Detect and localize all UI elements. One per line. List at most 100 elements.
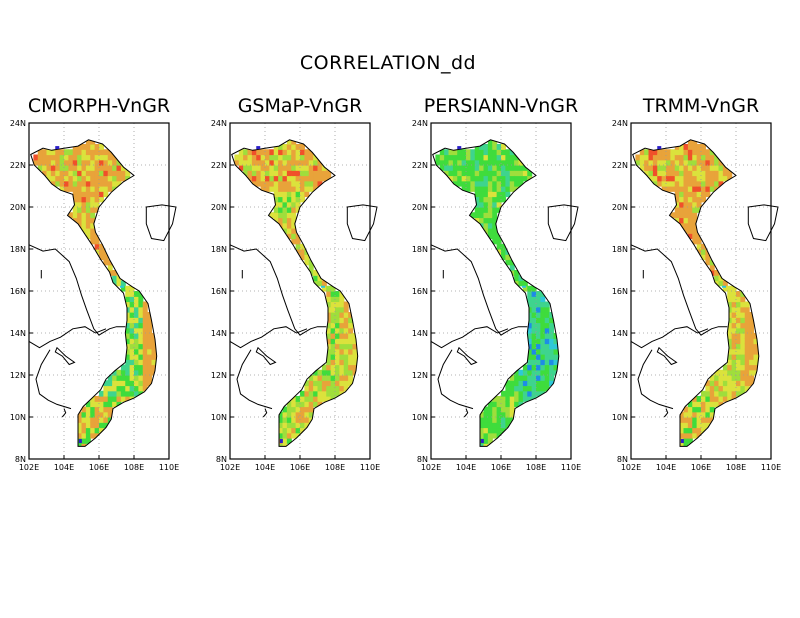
grid-cell	[90, 222, 96, 229]
grid-cell	[129, 285, 135, 292]
grid-cell	[496, 170, 502, 177]
grid-cell	[509, 175, 515, 182]
grid-cell	[722, 385, 728, 392]
grid-cell	[256, 165, 262, 171]
grid-cell	[335, 385, 340, 392]
grid-cell	[286, 196, 292, 203]
grid-cell	[536, 354, 541, 360]
grid-cell	[326, 327, 332, 334]
grid-cell	[282, 180, 288, 187]
grid-cell	[705, 165, 711, 171]
grid-cell	[116, 380, 122, 387]
grid-cell	[339, 338, 345, 345]
grid-cell	[286, 154, 292, 161]
y-tick-label: 8N	[216, 455, 227, 464]
grid-cell	[496, 427, 502, 434]
grid-cell	[129, 327, 135, 334]
grid-cell	[679, 207, 685, 213]
grid-cell	[90, 175, 96, 182]
grid-cell	[479, 154, 485, 161]
grid-cell	[518, 170, 524, 177]
x-tick-label: 104E	[656, 463, 676, 472]
grid-cell	[479, 180, 485, 187]
grid-cell	[687, 175, 693, 182]
grid-cell	[125, 375, 131, 381]
grid-cell	[321, 285, 327, 292]
grid-cell	[679, 186, 685, 192]
grid-cell	[666, 154, 671, 161]
grid-cell	[544, 333, 550, 339]
grid-cell	[639, 154, 645, 161]
grid-cell	[295, 154, 301, 161]
grid-cell	[90, 139, 96, 145]
grid-cell	[683, 427, 689, 434]
grid-cell	[470, 186, 476, 192]
grid-cell	[348, 375, 354, 381]
grid-cell	[718, 275, 724, 282]
grid-cell	[251, 159, 257, 166]
grid-cell	[487, 201, 493, 208]
grid-cell	[553, 359, 559, 366]
grid-cell	[492, 411, 498, 418]
grid-cell	[479, 196, 485, 203]
grid-cell	[90, 191, 96, 198]
grid-cell	[134, 390, 139, 397]
grid-cell	[99, 249, 104, 255]
grid-cell	[492, 217, 498, 224]
grid-cell	[527, 175, 533, 182]
grid-cell	[265, 159, 270, 166]
grid-cell	[103, 390, 109, 397]
grid-cell	[531, 317, 537, 324]
grid-cell	[509, 159, 515, 166]
grid-cell	[727, 396, 733, 402]
grid-cell	[77, 175, 83, 182]
grid-cell	[300, 186, 305, 192]
grid-cell	[247, 175, 253, 182]
grid-cell	[269, 186, 275, 192]
grid-cell	[304, 149, 310, 156]
grid-cell	[77, 432, 83, 439]
y-tick-label: 16N	[412, 287, 428, 296]
grid-cell	[352, 359, 358, 366]
grid-cell	[348, 317, 354, 324]
grid-cell	[679, 175, 685, 182]
grid-cell	[635, 154, 641, 161]
grid-cell	[282, 201, 288, 208]
grid-cell	[531, 296, 537, 303]
grid-cell	[536, 317, 541, 324]
grid-cell	[466, 159, 471, 166]
grid-cell	[731, 348, 737, 355]
grid-cell	[348, 338, 354, 345]
grid-cell	[335, 312, 340, 318]
grid-cell	[72, 201, 78, 208]
grid-cell	[705, 149, 711, 156]
grid-cell	[749, 338, 755, 345]
grid-cell	[744, 322, 750, 329]
cambodia-border	[229, 326, 308, 349]
grid-cell	[674, 159, 680, 166]
grid-cell	[286, 427, 292, 434]
grid-cell	[483, 438, 489, 444]
grid-cell	[81, 165, 87, 171]
grid-cell	[749, 380, 755, 387]
y-tick-label: 16N	[10, 287, 26, 296]
grid-cell	[505, 191, 511, 198]
grid-cell	[33, 154, 39, 161]
grid-cell	[103, 417, 109, 423]
grid-cell	[705, 170, 711, 177]
grid-cell	[487, 159, 493, 166]
grid-cell	[103, 149, 109, 156]
grid-cell	[134, 291, 139, 297]
grid-cell	[99, 144, 104, 150]
grid-cell	[77, 186, 83, 192]
grid-cell	[487, 228, 493, 234]
x-tick-label: 106E	[691, 463, 711, 472]
grid-cell	[129, 354, 135, 360]
grid-cell	[722, 390, 728, 397]
grid-cell	[352, 354, 358, 360]
grid-cell	[286, 191, 292, 198]
grid-cell	[466, 186, 471, 192]
grid-cell	[444, 149, 450, 156]
grid-cell	[714, 270, 720, 276]
grid-cell	[540, 301, 546, 308]
